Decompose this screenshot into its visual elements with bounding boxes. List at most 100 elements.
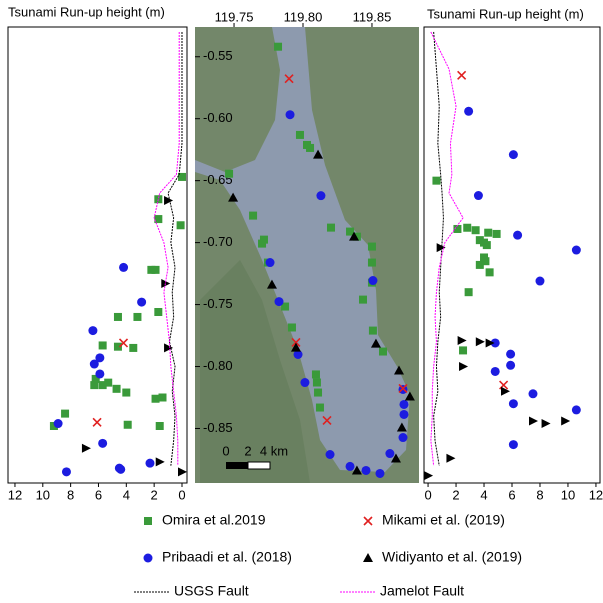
circle-marker xyxy=(300,378,310,388)
circle-marker xyxy=(399,409,409,419)
triangle-marker xyxy=(164,195,174,205)
triangle-marker xyxy=(404,391,415,401)
square-marker xyxy=(306,143,315,152)
triangle-marker xyxy=(81,443,91,453)
triangle-marker xyxy=(164,343,174,353)
square-marker xyxy=(155,422,164,430)
circle-marker xyxy=(95,369,105,379)
square-marker xyxy=(453,224,462,233)
triangle-marker xyxy=(457,336,467,345)
square-marker xyxy=(123,420,132,429)
circle-marker xyxy=(508,399,518,409)
legend-label: Pribaadi et al. (2018) xyxy=(162,549,292,565)
triangle-marker xyxy=(424,471,434,481)
panel-frame xyxy=(7,26,188,484)
square-marker xyxy=(312,378,321,387)
circle-marker xyxy=(53,419,63,429)
circle-marker xyxy=(508,440,518,450)
square-marker xyxy=(459,346,468,355)
circle-marker xyxy=(398,433,408,443)
triangle-marker xyxy=(177,467,187,477)
scale-label: 2 xyxy=(244,443,251,458)
x-tick-label: 2 xyxy=(151,487,158,502)
square-marker xyxy=(147,265,156,274)
circle-marker xyxy=(325,450,335,459)
x-tick-label: 10 xyxy=(36,487,50,502)
circle-marker xyxy=(571,405,581,415)
circle-marker xyxy=(61,467,71,477)
y-tick-label: -0.60 xyxy=(203,110,233,125)
square-marker xyxy=(176,221,185,230)
triangle-marker xyxy=(390,453,401,463)
square-marker xyxy=(480,253,489,262)
legend-label: Widiyanto et al. (2019) xyxy=(382,549,522,565)
square-marker xyxy=(151,265,160,274)
x-tick-label: 0 xyxy=(424,487,431,502)
circle-marker xyxy=(137,297,147,307)
circle-marker xyxy=(490,366,500,376)
panel-frame xyxy=(423,26,601,484)
x-tick-label: 4 xyxy=(480,487,487,502)
triangle-marker xyxy=(528,416,538,426)
x-tick-label: 8 xyxy=(536,487,543,502)
square-marker xyxy=(484,228,493,237)
square-marker xyxy=(129,343,138,352)
circle-marker xyxy=(285,110,295,120)
square-marker xyxy=(98,381,107,390)
x-marker xyxy=(284,74,294,84)
circle-marker xyxy=(345,461,355,471)
square-marker xyxy=(249,211,258,220)
x-tick-label: 119.75 xyxy=(215,9,254,24)
square-marker xyxy=(367,242,376,251)
circle-marker xyxy=(368,276,378,286)
circle-marker xyxy=(119,262,129,272)
circle-marker xyxy=(506,349,516,359)
square-marker xyxy=(367,258,376,267)
circle-marker xyxy=(473,191,483,201)
square-marker xyxy=(346,227,355,236)
circle-marker xyxy=(274,297,284,307)
circle-marker xyxy=(361,465,371,475)
circle-marker xyxy=(506,360,516,370)
square-marker xyxy=(475,236,484,245)
triangle-marker xyxy=(228,192,239,202)
triangle-marker xyxy=(370,338,381,348)
panel-title: Tsunami Run-up height (m) xyxy=(427,6,584,21)
legend-label: Omira et al.2019 xyxy=(162,512,266,528)
legend-label: USGS Fault xyxy=(174,583,249,599)
square-marker xyxy=(315,403,324,412)
circle-marker xyxy=(528,389,538,399)
x-tick-label: 12 xyxy=(8,487,22,502)
legend-marker xyxy=(363,553,373,562)
x-tick-label: 12 xyxy=(589,487,603,502)
x-marker xyxy=(291,337,301,348)
circle-marker xyxy=(571,245,581,255)
triangle-marker xyxy=(501,386,511,396)
square-marker xyxy=(327,223,335,232)
x-marker xyxy=(499,380,509,390)
x-marker xyxy=(457,70,467,80)
square-marker xyxy=(113,312,122,321)
x-tick-label: 119.85 xyxy=(353,9,392,24)
circle-marker xyxy=(145,458,155,468)
legend-marker xyxy=(144,517,152,525)
square-marker xyxy=(154,195,163,204)
circle-marker xyxy=(464,106,474,116)
triangle-marker xyxy=(459,362,469,372)
circle-marker xyxy=(116,464,126,474)
triangle-marker xyxy=(561,416,571,426)
square-marker xyxy=(295,130,304,139)
legend-label: Jamelot Fault xyxy=(380,583,464,599)
square-marker xyxy=(475,260,484,269)
y-tick-label: -0.75 xyxy=(203,296,233,311)
x-tick-label: 6 xyxy=(508,487,515,502)
circle-marker xyxy=(508,150,518,160)
square-marker xyxy=(258,239,267,248)
x-marker xyxy=(322,415,332,425)
legend-marker xyxy=(363,516,373,526)
square-marker xyxy=(281,302,290,311)
triangle-marker xyxy=(290,342,301,352)
triangle-marker xyxy=(351,465,362,475)
square-marker xyxy=(49,422,58,430)
